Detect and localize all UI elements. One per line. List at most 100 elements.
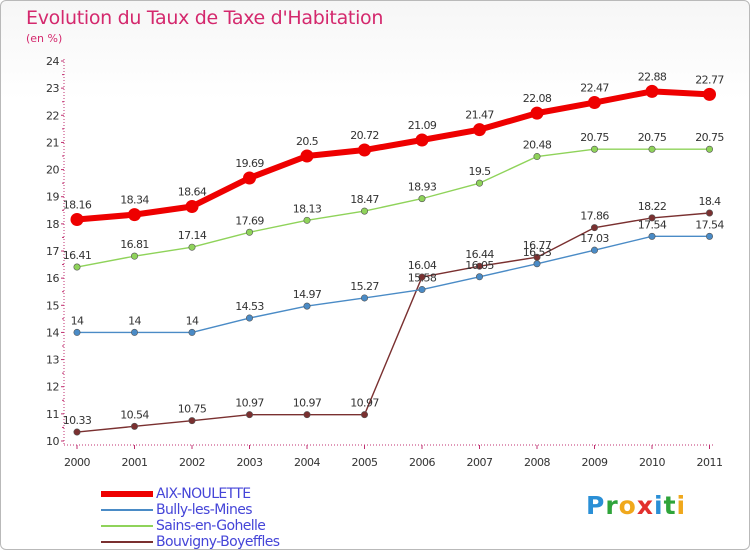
y-tick-label: 12 — [46, 381, 59, 394]
data-point — [418, 195, 426, 203]
y-tick-label: 16 — [46, 272, 59, 285]
data-label: 22.77 — [695, 73, 724, 86]
data-label: 22.08 — [523, 92, 552, 105]
data-label: 20.75 — [638, 131, 667, 144]
x-tick-label: 2008 — [524, 456, 550, 469]
y-tick-label: 10 — [46, 435, 59, 448]
legend-label: Bouvigny-Boyeffles — [156, 534, 280, 550]
legend-swatch — [101, 491, 153, 497]
y-tick-label: 19 — [46, 191, 59, 204]
data-point — [648, 145, 656, 153]
data-label: 18.34 — [120, 194, 149, 207]
data-point — [246, 314, 254, 322]
logo-letter: t — [663, 491, 677, 520]
data-label: 21.47 — [465, 109, 494, 122]
bouvigny-boyeffles-line — [76, 212, 711, 433]
data-label: 16.81 — [120, 238, 149, 251]
data-point — [360, 411, 368, 419]
data-point — [475, 262, 483, 270]
y-tick-label: 11 — [46, 408, 59, 421]
x-tick-label: 2006 — [409, 456, 435, 469]
logo-letter: i — [676, 491, 687, 520]
y-tick-label: 24 — [46, 55, 59, 68]
data-point — [418, 273, 426, 281]
data-label: 16.04 — [408, 259, 437, 272]
data-label: 17.54 — [695, 218, 724, 231]
y-tick-label: 15 — [46, 299, 59, 312]
data-point — [533, 153, 541, 161]
data-point — [185, 199, 199, 213]
data-label: 16.41 — [63, 249, 92, 262]
data-point — [590, 246, 598, 254]
data-point — [475, 179, 483, 187]
data-label: 17.54 — [638, 218, 667, 231]
data-point — [131, 422, 139, 430]
data-point — [188, 243, 196, 251]
sains-en-gohelle-line — [76, 148, 711, 268]
data-point — [705, 145, 713, 153]
data-label: 20.48 — [523, 139, 552, 152]
data-point — [303, 216, 311, 224]
data-label: 17.14 — [178, 229, 207, 242]
data-label: 16.05 — [465, 259, 494, 272]
data-label: 14 — [186, 314, 199, 327]
series-labels: 10.33 10.54 10.75 10.97 10.97 10.97 16.04 16.44… — [63, 70, 725, 427]
data-label: 18.4 — [698, 195, 721, 208]
data-label: 10.97 — [293, 397, 322, 410]
data-label: 14 — [128, 314, 141, 327]
data-point — [703, 87, 716, 101]
data-point — [648, 214, 656, 222]
data-label: 14.97 — [293, 288, 322, 301]
data-label: 18.47 — [350, 193, 379, 206]
data-label: 16.53 — [523, 246, 552, 259]
data-label: 18.22 — [638, 200, 667, 213]
data-label: 18.16 — [63, 199, 92, 212]
y-tick-label: 21 — [46, 136, 59, 149]
data-label: 17.69 — [235, 214, 264, 227]
data-label: 15.58 — [408, 272, 437, 285]
x-tick-label: 2004 — [294, 456, 320, 469]
data-label: 10.97 — [235, 397, 264, 410]
logo-letter: o — [618, 491, 637, 520]
x-tick-label: 2000 — [64, 456, 90, 469]
legend-label: Bully-les-Mines — [156, 502, 253, 518]
data-point — [303, 302, 311, 310]
x-tick-label: 2011 — [697, 456, 723, 469]
data-label: 16.44 — [465, 248, 494, 261]
data-label: 10.54 — [120, 408, 149, 421]
data-point — [705, 232, 713, 240]
logo-letter: x — [636, 491, 654, 520]
legend-swatch — [101, 525, 153, 527]
data-label: 19.5 — [468, 165, 491, 178]
data-label: 20.75 — [695, 131, 724, 144]
legend-swatch — [101, 541, 153, 543]
data-point — [473, 123, 486, 137]
data-label: 22.88 — [638, 70, 667, 83]
data-point — [188, 328, 196, 336]
proxiti-logo: Proxiti — [586, 491, 686, 520]
data-point — [70, 213, 84, 227]
y-tick-label: 23 — [46, 82, 59, 95]
data-point — [188, 417, 196, 425]
series-points — [70, 84, 716, 436]
data-label: 15.27 — [350, 280, 379, 293]
data-point — [303, 411, 311, 419]
data-point — [645, 84, 659, 98]
data-label: 22.47 — [580, 82, 609, 95]
data-label: 10.75 — [178, 403, 207, 416]
data-point — [705, 209, 713, 217]
data-point — [128, 208, 141, 222]
logo-letter: i — [654, 491, 664, 520]
logo-letter: P — [586, 491, 606, 520]
data-label: 19.69 — [235, 157, 264, 170]
data-point — [415, 133, 429, 147]
legend-label: AIX-NOULETTE — [156, 486, 251, 502]
y-tick-label: 13 — [46, 354, 59, 367]
x-tick-label: 2007 — [467, 456, 493, 469]
x-tick-label: 2005 — [352, 456, 378, 469]
data-point — [73, 428, 81, 436]
data-point — [360, 294, 368, 302]
x-tick-label: 2009 — [582, 456, 608, 469]
